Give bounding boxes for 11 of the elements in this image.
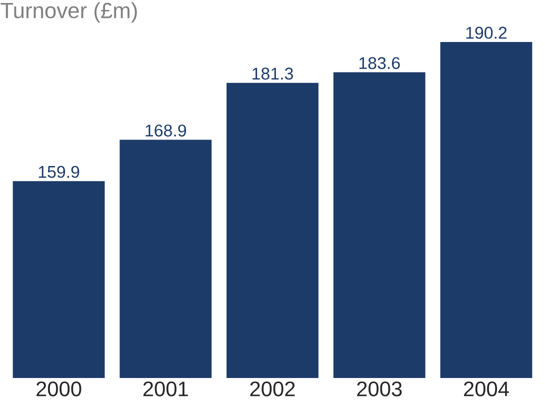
x-tick-label: 2001 (143, 382, 188, 396)
data-label: 183.6 (359, 57, 400, 70)
x-tick-label: 2003 (357, 382, 402, 396)
chart-title: Turnover (£m) (0, 2, 137, 23)
x-tick-label: 2002 (250, 382, 295, 396)
x-tick-label: 2004 (464, 382, 509, 396)
data-label: 181.3 (252, 68, 293, 80)
x-tick-label: 2000 (36, 382, 82, 396)
data-label: 168.9 (146, 124, 186, 137)
data-label: 190.2 (466, 26, 507, 39)
data-label: 159.9 (38, 166, 80, 178)
